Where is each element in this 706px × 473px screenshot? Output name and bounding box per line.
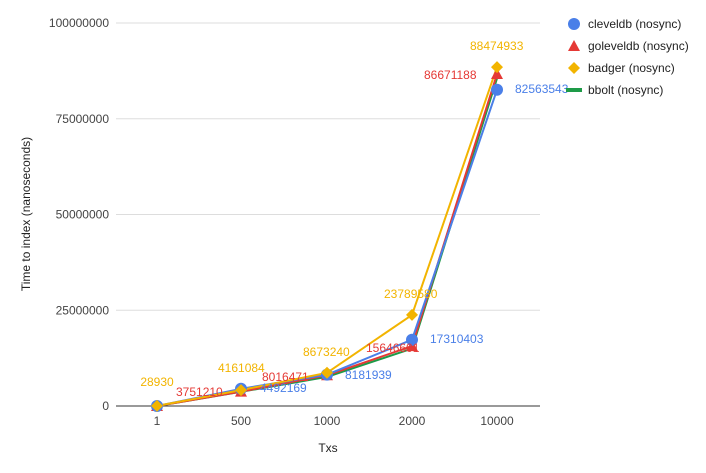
data-label: 8673240: [303, 345, 350, 359]
data-point: [406, 333, 418, 346]
data-point: [491, 83, 503, 96]
data-label: 3751210: [176, 385, 223, 399]
data-label: 23789580: [384, 287, 438, 301]
data-labels: 28930 4161084 8673240 23789580 88474933 37512…: [140, 39, 568, 399]
data-point: [491, 68, 503, 80]
x-tick-label: 10000: [480, 414, 514, 428]
y-axis-title: Time to index (nanoseconds): [19, 137, 33, 291]
data-label: 8016471: [262, 370, 309, 384]
y-tick-label: 50000000: [56, 208, 110, 222]
y-tick-label: 100000000: [49, 16, 109, 30]
series-markers: [151, 61, 503, 412]
data-label: 86671188: [424, 68, 477, 82]
y-tick-label: 75000000: [56, 112, 110, 126]
data-label: 82563543: [515, 82, 569, 96]
data-label: 28930: [140, 375, 174, 389]
x-axis-title: Txs: [318, 441, 337, 455]
legend: cleveldb (nosync) goleveldb (nosync) badge…: [566, 17, 689, 97]
legend-label: bbolt (nosync): [588, 83, 663, 97]
data-point: [151, 399, 163, 412]
data-label: 4161084: [218, 361, 265, 375]
data-label: 17310403: [430, 332, 484, 346]
gridlines: [116, 22, 540, 311]
legend-marker: [568, 40, 580, 51]
x-tick-label: 1000: [314, 414, 341, 428]
x-axis-ticks: 1 500 1000 2000 10000: [154, 414, 514, 428]
y-tick-label: 0: [102, 399, 109, 413]
data-point: [321, 366, 333, 379]
y-axis-ticks: 0 25000000 50000000 75000000 100000000: [49, 16, 109, 413]
data-label: 88474933: [470, 39, 524, 53]
data-label: 8181939: [345, 368, 392, 382]
x-tick-label: 1: [154, 414, 161, 428]
legend-label: badger (nosync): [588, 61, 675, 75]
legend-marker: [568, 62, 580, 74]
data-label: 15646601: [366, 341, 420, 355]
legend-label: goleveldb (nosync): [588, 39, 689, 53]
x-tick-label: 2000: [399, 414, 426, 428]
data-label: 4492169: [260, 381, 307, 395]
data-point: [235, 384, 247, 397]
legend-label: cleveldb (nosync): [588, 17, 681, 31]
legend-marker: [568, 18, 580, 30]
y-tick-label: 25000000: [56, 303, 110, 317]
data-point: [406, 308, 418, 321]
data-point: [491, 61, 503, 74]
x-tick-label: 500: [231, 414, 251, 428]
